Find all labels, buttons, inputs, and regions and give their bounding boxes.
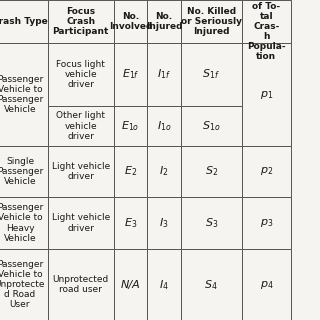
Bar — [48, 197, 114, 249]
Text: Light vehicle
driver: Light vehicle driver — [52, 213, 110, 233]
Bar — [0, 146, 48, 197]
Text: Propor-
tion
of To-
tal
Cras-
h
Popula-
tion: Propor- tion of To- tal Cras- h Popula- … — [247, 0, 286, 61]
Bar — [48, 106, 114, 146]
Text: $I_3$: $I_3$ — [159, 216, 169, 230]
Text: Crash Type: Crash Type — [0, 17, 48, 26]
Text: Focus
Crash
Participant: Focus Crash Participant — [52, 7, 109, 36]
Text: $S_4$: $S_4$ — [204, 278, 218, 292]
Text: No.
Involved: No. Involved — [109, 12, 152, 31]
Bar — [114, 43, 147, 106]
Text: $E_{1f}$: $E_{1f}$ — [122, 68, 139, 81]
Bar — [242, 249, 291, 320]
Text: $I_{1f}$: $I_{1f}$ — [157, 68, 171, 81]
Text: Other light
vehicle
driver: Other light vehicle driver — [56, 111, 105, 140]
Bar — [114, 146, 147, 197]
Bar — [0, 197, 48, 249]
Text: $p_2$: $p_2$ — [260, 165, 273, 178]
Bar — [147, 146, 181, 197]
Text: $E_{1o}$: $E_{1o}$ — [121, 119, 140, 133]
Bar — [181, 146, 242, 197]
Text: $I_2$: $I_2$ — [159, 164, 169, 178]
Text: $p_3$: $p_3$ — [260, 217, 273, 229]
Bar — [147, 249, 181, 320]
Bar — [114, 197, 147, 249]
Text: $p_1$: $p_1$ — [260, 89, 273, 101]
Bar — [147, 0, 181, 43]
Text: No. Killed
or Seriously
Injured: No. Killed or Seriously Injured — [181, 7, 242, 36]
Bar — [114, 106, 147, 146]
Text: Focus light
vehicle
driver: Focus light vehicle driver — [56, 60, 105, 89]
Text: $p_4$: $p_4$ — [260, 279, 273, 291]
Text: $E_3$: $E_3$ — [124, 216, 137, 230]
Text: $I_4$: $I_4$ — [159, 278, 169, 292]
Text: N/A: N/A — [121, 280, 140, 290]
Bar — [48, 249, 114, 320]
Bar — [114, 249, 147, 320]
Bar — [181, 43, 242, 106]
Bar — [181, 197, 242, 249]
Text: Light vehicle
driver: Light vehicle driver — [52, 162, 110, 181]
Text: $E_2$: $E_2$ — [124, 164, 137, 178]
Text: $S_{1f}$: $S_{1f}$ — [202, 68, 220, 81]
Text: Single
Passenger
Vehicle: Single Passenger Vehicle — [0, 157, 43, 186]
Bar — [0, 249, 48, 320]
Bar — [242, 197, 291, 249]
Text: $I_{1o}$: $I_{1o}$ — [157, 119, 171, 133]
Bar — [242, 43, 291, 146]
Bar — [147, 106, 181, 146]
Bar — [0, 43, 48, 146]
Bar — [48, 146, 114, 197]
Bar — [181, 249, 242, 320]
Text: Passenger
Vehicle to
Passenger
Vehicle: Passenger Vehicle to Passenger Vehicle — [0, 75, 43, 114]
Text: $S_{1o}$: $S_{1o}$ — [202, 119, 220, 133]
Bar — [181, 0, 242, 43]
Bar — [0, 0, 48, 43]
Bar — [181, 106, 242, 146]
Text: No.
Injured: No. Injured — [146, 12, 182, 31]
Bar — [242, 146, 291, 197]
Text: $S_3$: $S_3$ — [204, 216, 218, 230]
Bar — [147, 197, 181, 249]
Bar — [48, 43, 114, 106]
Text: Passenger
Vehicle to
Unprotecte
d Road
User: Passenger Vehicle to Unprotecte d Road U… — [0, 260, 45, 309]
Text: Passenger
Vehicle to
Heavy
Vehicle: Passenger Vehicle to Heavy Vehicle — [0, 204, 43, 243]
Bar — [242, 0, 291, 43]
Bar — [48, 0, 114, 43]
Text: Unprotected
road user: Unprotected road user — [53, 275, 109, 294]
Bar — [147, 43, 181, 106]
Bar — [114, 0, 147, 43]
Text: $S_2$: $S_2$ — [204, 164, 218, 178]
